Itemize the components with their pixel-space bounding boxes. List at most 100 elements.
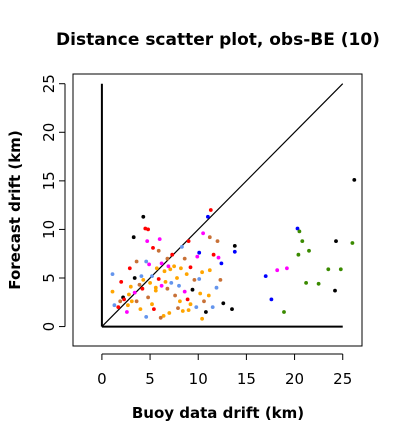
data-point — [350, 241, 355, 245]
reference-lines — [100, 83, 344, 328]
data-point — [207, 235, 212, 240]
data-point — [176, 306, 180, 310]
data-point — [125, 310, 129, 314]
data-point — [126, 303, 130, 308]
data-point — [216, 255, 221, 260]
data-point — [215, 239, 220, 244]
data-point — [269, 297, 274, 302]
data-point — [304, 281, 308, 285]
data-point — [154, 266, 159, 271]
data-point — [295, 226, 300, 231]
data-point — [159, 283, 164, 288]
y-tick-label: 0 — [40, 322, 58, 332]
data-point — [156, 277, 161, 281]
data-point — [112, 303, 117, 308]
data-point — [144, 259, 149, 264]
data-point — [140, 286, 145, 291]
data-point — [150, 302, 154, 307]
data-point — [232, 244, 237, 248]
data-point — [200, 316, 205, 321]
data-point — [157, 237, 162, 242]
y-tick-label: 20 — [40, 123, 58, 142]
data-point — [190, 287, 195, 292]
data-point — [119, 280, 124, 284]
data-point — [232, 249, 237, 254]
data-point — [221, 301, 226, 306]
data-point — [182, 289, 187, 294]
x-tick-label: 5 — [145, 370, 155, 388]
y-tick-label: 25 — [40, 74, 58, 93]
data-point — [143, 226, 148, 231]
data-point — [168, 267, 173, 272]
data-point — [334, 239, 338, 244]
data-point — [116, 305, 121, 309]
data-point — [218, 278, 223, 282]
data-point — [206, 214, 210, 219]
data-point — [138, 307, 143, 311]
data-point — [206, 293, 211, 298]
data-point — [230, 307, 234, 311]
data-point — [134, 299, 139, 304]
data-point — [188, 302, 193, 307]
data-point — [177, 283, 181, 288]
data-point — [185, 297, 190, 302]
x-tick-label: 20 — [285, 370, 304, 388]
data-point — [178, 299, 182, 304]
data-point — [137, 282, 142, 287]
data-point — [198, 291, 203, 296]
data-point — [148, 281, 153, 285]
data-point — [285, 266, 289, 271]
data-point — [110, 272, 115, 276]
data-point — [151, 246, 155, 250]
data-point — [207, 268, 212, 273]
data-point — [132, 290, 137, 295]
data-point — [145, 239, 150, 244]
data-point — [173, 293, 178, 298]
data-point — [210, 305, 215, 309]
data-point — [202, 299, 206, 304]
data-point — [186, 239, 191, 244]
data-point — [188, 265, 193, 270]
data-point — [275, 268, 280, 273]
data-point — [153, 288, 158, 293]
x-axis: 0 5 10 15 20 25 — [97, 353, 352, 388]
data-point — [165, 286, 170, 291]
data-point — [162, 269, 167, 274]
data-point — [180, 309, 185, 313]
data-point — [282, 310, 286, 314]
data-point — [333, 288, 337, 293]
data-point — [169, 281, 174, 285]
data-point — [122, 297, 126, 302]
data-point — [147, 262, 152, 267]
data-points — [110, 178, 357, 321]
data-point — [338, 267, 343, 272]
data-point — [296, 252, 301, 257]
chart-title: Distance scatter plot, obs-BE (10) — [56, 30, 380, 50]
data-point — [197, 250, 202, 255]
data-point — [161, 314, 166, 318]
data-point — [307, 248, 311, 253]
data-point — [300, 239, 305, 244]
data-point — [326, 267, 331, 272]
y-tick-label: 15 — [40, 171, 58, 190]
data-point — [127, 266, 132, 271]
data-point — [118, 299, 123, 304]
data-point — [297, 229, 302, 234]
data-point — [208, 208, 213, 212]
x-tick-label: 0 — [97, 370, 107, 388]
y-axis-label: Forecast drift (km) — [6, 130, 24, 289]
data-point — [182, 256, 187, 261]
data-point — [263, 274, 268, 278]
data-point — [110, 289, 115, 294]
x-tick-label: 25 — [333, 370, 352, 388]
data-point — [192, 278, 197, 282]
data-point — [156, 248, 161, 253]
y-tick-label: 5 — [40, 273, 58, 283]
data-point — [163, 280, 168, 284]
x-axis-label: Buoy data drift (km) — [132, 404, 304, 422]
x-tick-label: 10 — [189, 370, 208, 388]
data-point — [211, 252, 216, 257]
data-point — [180, 245, 184, 249]
data-point — [195, 254, 200, 259]
